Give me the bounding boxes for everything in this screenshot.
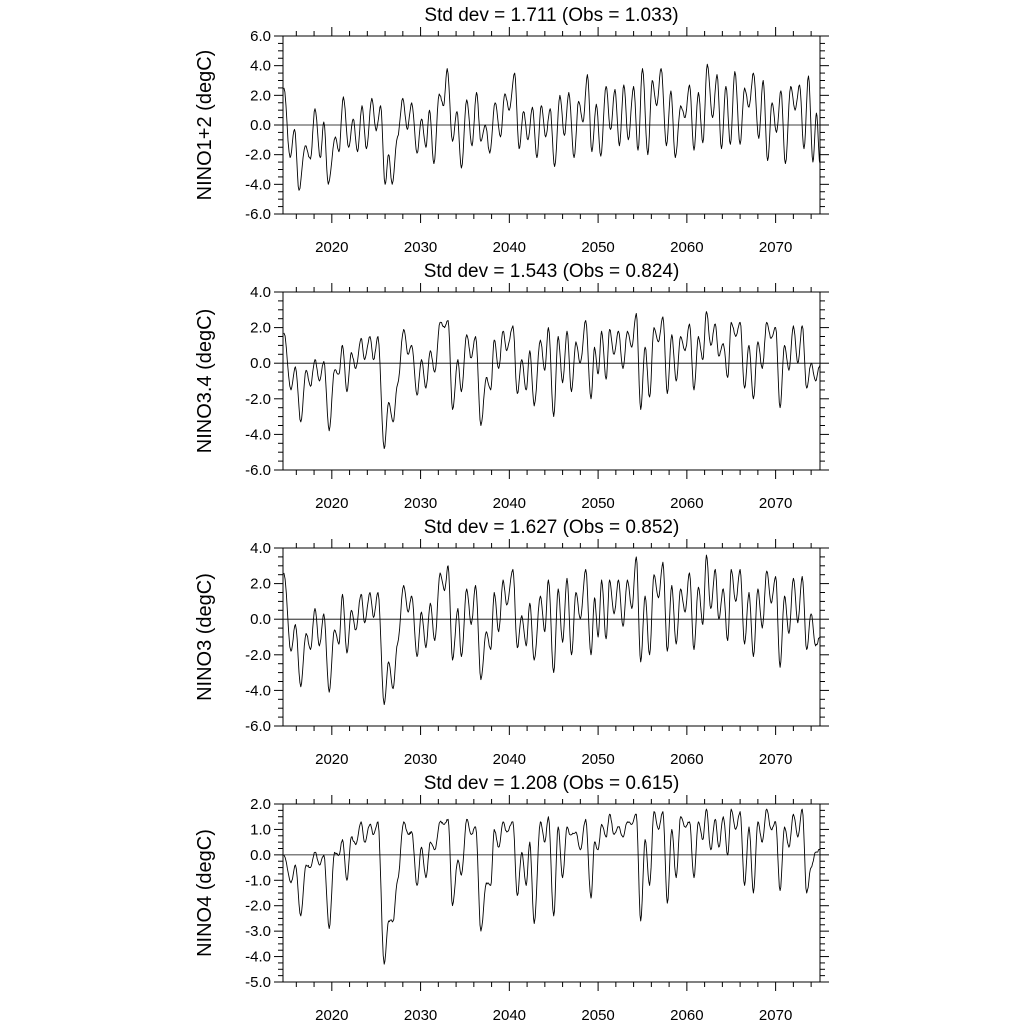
x-tick-label: 2020 [315,1007,348,1024]
x-tick-label: 2040 [493,1007,526,1024]
y-tick-label: 0.0 [250,355,271,372]
x-tick-label: 2040 [493,751,526,768]
x-tick-label: 2020 [315,495,348,512]
x-tick-label: 2020 [315,239,348,256]
y-tick-label: -4.0 [245,682,271,699]
x-tick-label: 2060 [670,751,703,768]
x-tick-label: 2070 [759,1007,792,1024]
y-tick-label: -6.0 [245,462,271,479]
y-tick-label: -6.0 [245,718,271,735]
y-tick-label: 2.0 [250,576,271,593]
panel-nino4: Std dev = 1.208 (Obs = 0.615) NINO4 (degC… [194,773,829,1024]
x-tick-label: 2030 [404,1007,437,1024]
y-tick-label: -5.0 [245,974,271,991]
plot-frame-nino4 [282,803,821,983]
x-tick-label: 2070 [759,751,792,768]
y-tick-label: 0.0 [250,847,271,864]
y-tick-label: -2.0 [245,391,271,408]
x-tick-label: 2040 [493,495,526,512]
x-tick-label: 2050 [581,239,614,256]
panel-nino34: Std dev = 1.543 (Obs = 0.824) NINO3.4 (de… [194,261,829,512]
series-line-nino3 [283,554,820,706]
x-tick-label: 2060 [670,1007,703,1024]
x-tick-label: 2020 [315,751,348,768]
y-tick-label: 4.0 [250,540,271,557]
y-tick-label: -3.0 [245,923,271,940]
x-tick-label: 2050 [581,1007,614,1024]
panel-title-nino12: Std dev = 1.711 (Obs = 1.033) [424,5,678,26]
panel-title-nino34: Std dev = 1.543 (Obs = 0.824) [424,261,680,282]
y-tick-label: -4.0 [245,949,271,966]
y-axis-label-nino12: NINO1+2 (degC) [194,50,216,201]
x-tick-label: 2060 [670,239,703,256]
panel-title-nino4: Std dev = 1.208 (Obs = 0.615) [424,773,680,794]
y-tick-label: 2.0 [250,87,271,104]
y-axis-label-nino4: NINO4 (degC) [194,829,216,957]
y-tick-label: 2.0 [250,796,271,813]
y-tick-label: 6.0 [250,28,271,45]
y-tick-label: 4.0 [250,284,271,301]
x-tick-label: 2070 [759,239,792,256]
y-tick-label: 4.0 [250,58,271,75]
series-line-nino12 [283,63,820,191]
x-tick-label: 2030 [404,751,437,768]
x-tick-label: 2050 [581,751,614,768]
panel-nino12: Std dev = 1.711 (Obs = 1.033) NINO1+2 (de… [194,5,829,256]
series-line-nino34 [283,311,820,450]
y-axis-label-nino34: NINO3.4 (degC) [194,309,216,454]
series-line-nino4 [283,808,820,965]
x-tick-label: 2030 [404,239,437,256]
y-tick-label: 0.0 [250,117,271,134]
y-tick-label: -4.0 [245,176,271,193]
y-tick-label: 1.0 [250,821,271,838]
x-tick-label: 2070 [759,495,792,512]
y-tick-label: -2.0 [245,898,271,915]
x-tick-label: 2040 [493,239,526,256]
y-tick-label: 2.0 [250,320,271,337]
y-tick-label: -2.0 [245,147,271,164]
y-tick-label: -6.0 [245,206,271,223]
y-tick-label: -1.0 [245,872,271,889]
panel-title-nino3: Std dev = 1.627 (Obs = 0.852) [424,517,680,538]
x-tick-label: 2060 [670,495,703,512]
y-axis-label-nino3: NINO3 (degC) [194,573,216,701]
x-tick-label: 2030 [404,495,437,512]
y-tick-label: 0.0 [250,611,271,628]
panel-nino3: Std dev = 1.627 (Obs = 0.852) NINO3 (degC… [194,517,829,768]
y-tick-label: -4.0 [245,426,271,443]
x-tick-label: 2050 [581,495,614,512]
y-tick-label: -2.0 [245,647,271,664]
